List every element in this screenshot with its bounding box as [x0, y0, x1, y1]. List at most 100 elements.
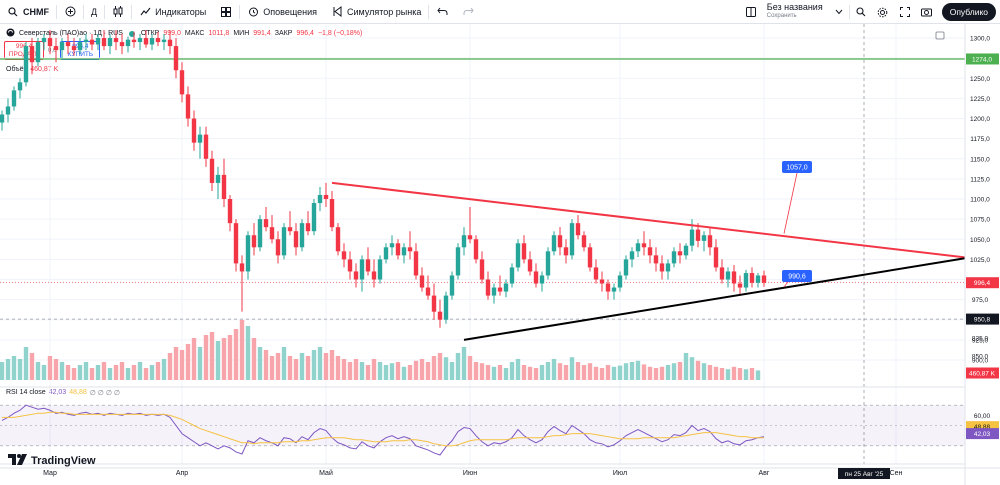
candle-body	[641, 243, 647, 248]
layouts-button[interactable]	[213, 0, 239, 24]
triangle-lower-line	[463, 256, 969, 341]
volume-bar	[455, 353, 461, 380]
undo-button[interactable]	[429, 0, 455, 24]
rsi-ma-axis-label-box	[966, 421, 999, 433]
candle-body	[701, 235, 707, 241]
time-tick-label: Июн	[463, 470, 477, 477]
volume-bar	[443, 357, 449, 380]
grid-icon	[220, 6, 232, 18]
quick-search-button[interactable]	[850, 0, 872, 24]
volume-bars	[0, 320, 761, 380]
volume-bar	[359, 362, 365, 380]
candle-body	[107, 38, 113, 47]
fullscreen-button[interactable]	[894, 0, 916, 24]
document-name[interactable]: Без названия Сохранить	[761, 3, 829, 21]
settings-button[interactable]	[872, 0, 894, 24]
publish-button[interactable]: Опублико	[941, 3, 996, 21]
candle-body	[263, 219, 269, 228]
candle-body	[581, 235, 587, 248]
volume-bar	[473, 362, 479, 380]
candle-body	[665, 263, 671, 272]
volume-bar	[137, 362, 143, 380]
volume-bar	[449, 362, 455, 380]
candle-body	[743, 273, 749, 288]
candle-body	[617, 275, 623, 288]
candle-body	[221, 174, 227, 200]
candle-body	[677, 251, 683, 256]
redo-button[interactable]	[455, 0, 481, 24]
volume-bar	[419, 359, 425, 380]
symbol-search[interactable]: CHMF	[0, 0, 56, 24]
chart-type-button[interactable]	[105, 0, 131, 24]
volume-bar	[125, 368, 131, 380]
candle-body	[353, 271, 359, 280]
rsi-axis-label-box	[966, 428, 999, 440]
volume-bar	[605, 365, 611, 380]
replay-button[interactable]: Симулятор рынка	[324, 0, 428, 24]
price-tick-label: 925,0	[972, 337, 989, 344]
rsi-line	[1, 404, 765, 456]
price-tick-label: 1225,0	[970, 96, 990, 103]
volume-bar	[131, 365, 137, 380]
volume-bar	[491, 366, 497, 380]
rsi-legend[interactable]: RSI 14 close 42,03 48,88 ∅ ∅ ∅ ∅	[6, 389, 120, 397]
candle-body	[491, 287, 497, 296]
candle-body	[713, 247, 719, 268]
volume-bar	[599, 368, 605, 380]
volume-bar	[701, 363, 707, 380]
indicators-button[interactable]: Индикаторы	[132, 0, 213, 24]
candle-body	[233, 223, 239, 264]
interval-button[interactable]: Д	[84, 0, 104, 24]
candle-body	[341, 251, 347, 260]
candle-body	[11, 90, 17, 107]
volume-bar	[311, 350, 317, 380]
level-price-label-box	[966, 53, 999, 65]
time-tick-label: Авг	[759, 470, 770, 477]
volume-bar	[527, 366, 533, 380]
volume-bar	[329, 350, 335, 380]
volume-bar	[575, 362, 581, 380]
price-tick-label: 975,0	[972, 297, 989, 304]
volume-bar	[59, 362, 65, 380]
candle-body	[209, 158, 215, 183]
volume-legend[interactable]: Объём 460,87 K	[6, 66, 58, 73]
volume-bar	[623, 363, 629, 380]
price-tick-label: 1075,0	[970, 217, 990, 224]
rsi-label: RSI 14 close	[6, 389, 46, 396]
volume-bar	[293, 359, 299, 380]
snapshot-button[interactable]	[916, 0, 938, 24]
candle-body	[623, 259, 629, 276]
legend-eye-icon[interactable]	[128, 30, 135, 37]
alerts-button[interactable]: Оповещения	[240, 0, 324, 24]
candle-body	[419, 275, 425, 288]
candle-body	[695, 229, 701, 241]
volume-bar	[77, 365, 83, 380]
volume-bar	[149, 365, 155, 380]
candle-body	[611, 287, 617, 292]
volume-bar	[155, 362, 161, 380]
volume-bar	[581, 365, 587, 380]
volume-bar	[731, 366, 737, 380]
tradingview-logo[interactable]: TradingView	[8, 454, 96, 468]
candle-body	[719, 267, 725, 280]
candle-body	[689, 229, 695, 246]
replay-icon	[331, 6, 343, 18]
volume-bar	[431, 356, 437, 380]
time-tick-label: Мар	[43, 470, 57, 477]
candle-body	[497, 287, 503, 292]
compare-button[interactable]	[57, 0, 83, 24]
candle-body	[359, 259, 365, 280]
volume-bar	[323, 353, 329, 380]
candle-body	[653, 255, 659, 264]
symbol-name[interactable]: Северсталь (ПАО)ао · 1Д · RUS	[19, 30, 123, 37]
price-chart[interactable]: 1057,0990,61300,01275,01250,01225,01200,…	[0, 24, 1000, 485]
candle-body	[65, 42, 71, 47]
candle-body	[707, 235, 713, 248]
layout-select-button[interactable]	[741, 0, 761, 24]
open-label: ОТКР	[140, 30, 160, 37]
layout-menu-button[interactable]	[829, 0, 849, 24]
candle-body	[5, 106, 11, 115]
candle-body	[725, 271, 731, 280]
candle-body	[365, 259, 371, 272]
divider	[104, 4, 106, 19]
